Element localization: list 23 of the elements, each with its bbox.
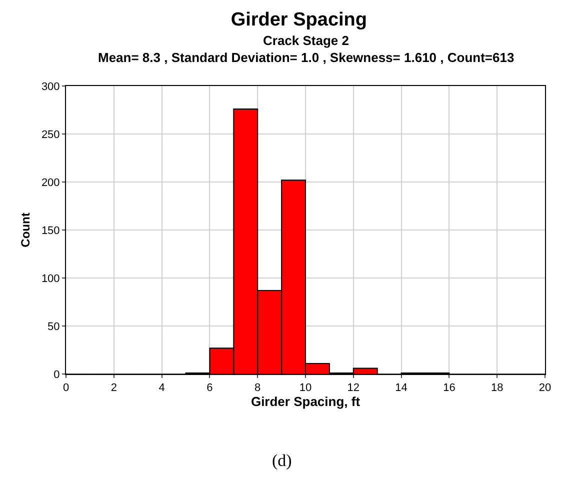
y-tick-label: 0 [54, 368, 60, 381]
x-tick-label: 6 [206, 382, 213, 394]
x-tick-label: 16 [443, 382, 456, 394]
y-tick-label: 200 [41, 176, 60, 189]
x-tick-label: 2 [110, 382, 117, 394]
x-tick-label: 12 [347, 382, 360, 394]
x-tick-label: 4 [158, 382, 165, 394]
chart-subtitle: Crack Stage 2 Mean= 8.3 , Standard Deviation= 1.0 , Skewness= 1.610 , Count=613 [98, 33, 514, 65]
x-axis-title: Girder Spacing, ft [250, 394, 361, 410]
x-tick-label: 14 [395, 382, 408, 394]
y-tick-label: 250 [41, 128, 60, 141]
x-tick-label: 18 [490, 382, 504, 394]
y-tick-label: 150 [41, 224, 60, 237]
y-axis-title: Count [18, 212, 33, 248]
y-tick-label: 300 [41, 80, 60, 93]
x-tick-label: 20 [538, 382, 552, 394]
y-tick-label: 50 [48, 320, 60, 333]
x-tick-label: 10 [299, 382, 312, 394]
x-tick-label: 0 [62, 382, 70, 394]
text: (d) [272, 451, 292, 470]
y-tick-label: 100 [41, 272, 60, 285]
x-tick-label: 8 [254, 382, 261, 394]
chart-title: Girder Spacing [230, 9, 368, 30]
